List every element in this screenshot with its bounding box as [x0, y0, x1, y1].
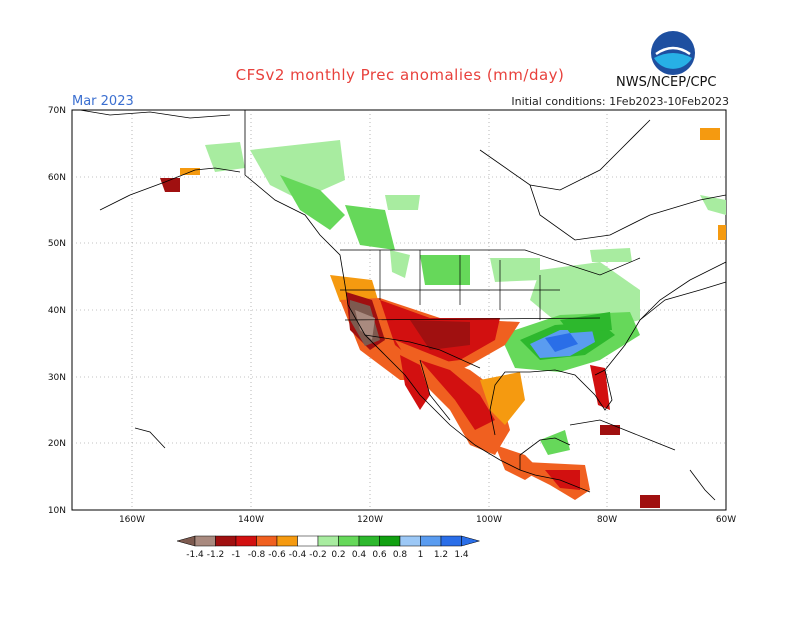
colorbar-swatch [194, 535, 216, 547]
lat-label: 60N [48, 173, 66, 183]
colorbar-label: 0.4 [352, 550, 367, 560]
colorbar-swatch [379, 535, 401, 547]
colorbar-arrow-right [461, 535, 481, 547]
colorbar-label: 1 [418, 550, 424, 560]
dry-anomaly-areas [160, 128, 726, 508]
colorbar-swatch [399, 535, 421, 547]
colorbar-swatch [440, 535, 462, 547]
wet-anomaly-areas [205, 140, 726, 455]
colorbar-label: -1.4 [186, 550, 204, 560]
lon-label: 60W [716, 515, 736, 525]
map-title: CFSv2 monthly Prec anomalies (mm/day) [235, 66, 565, 84]
colorbar-swatch [276, 535, 298, 547]
colorbar-swatch [235, 535, 257, 547]
coastlines [79, 109, 727, 501]
colorbar: -1.4 -1.2 -1 -0.8 -0.6 -0.4 -0.2 0.2 0.4 0.6 0.8 1 1… [176, 535, 481, 560]
colorbar-label: -1.2 [207, 550, 225, 560]
noaa-logo [651, 31, 695, 75]
lon-label: 140W [238, 515, 264, 525]
lat-label: 70N [48, 106, 66, 116]
lat-label: 10N [48, 506, 66, 516]
colorbar-label: 0.6 [372, 550, 387, 560]
borders [340, 249, 641, 369]
forecast-month: Mar 2023 [72, 94, 134, 109]
lon-label: 160W [119, 515, 145, 525]
colorbar-label: -0.4 [289, 550, 307, 560]
colorbar-swatch [358, 535, 380, 547]
colorbar-swatch [256, 535, 278, 547]
lat-label: 30N [48, 373, 66, 383]
longitude-labels: 160W 140W 120W 100W 80W 60W [119, 515, 736, 525]
initial-conditions: Initial conditions: 1Feb2023-10Feb2023 [511, 95, 729, 108]
latitude-labels: 70N 60N 50N 40N 30N 20N 10N [48, 106, 66, 516]
colorbar-arrow-left [176, 535, 196, 547]
lon-label: 80W [597, 515, 617, 525]
colorbar-label: -0.6 [268, 550, 286, 560]
colorbar-label: -0.2 [309, 550, 327, 560]
agency-label: NWS/NCEP/CPC [616, 75, 717, 90]
colorbar-swatch [317, 535, 339, 547]
colorbar-label: 1.2 [434, 550, 448, 560]
lon-label: 120W [357, 515, 383, 525]
lat-label: 50N [48, 239, 66, 249]
colorbar-swatch [420, 535, 442, 547]
lat-label: 20N [48, 439, 66, 449]
colorbar-label: 0.2 [331, 550, 345, 560]
colorbar-label: -0.8 [248, 550, 266, 560]
colorbar-label: -1 [232, 550, 241, 560]
lat-label: 40N [48, 306, 66, 316]
colorbar-swatch [297, 535, 319, 547]
lon-label: 100W [476, 515, 502, 525]
colorbar-swatch [338, 535, 360, 547]
colorbar-label: 0.8 [393, 550, 408, 560]
colorbar-swatch [215, 535, 237, 547]
colorbar-label: 1.4 [454, 550, 469, 560]
